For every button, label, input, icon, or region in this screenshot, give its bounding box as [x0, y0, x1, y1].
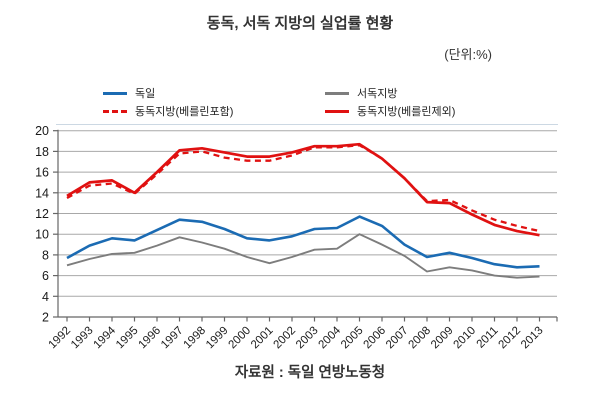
- legend-item-west: 서독지방: [325, 86, 397, 100]
- x-tick-label: 2007: [384, 325, 411, 352]
- x-tick-label: 1992: [47, 325, 74, 352]
- legend-label-west: 서독지방: [357, 88, 398, 100]
- x-tick-label: 2010: [452, 325, 479, 352]
- y-tick-label: 4: [42, 290, 49, 304]
- legend-item-east-excl-berlin: 동독지방(베를린제외): [325, 104, 455, 118]
- y-tick-label: 20: [35, 124, 49, 138]
- x-tick-label: 2013: [519, 325, 546, 352]
- legend-item-germany: 독일: [103, 86, 155, 100]
- x-tick-label: 2012: [497, 325, 524, 352]
- legend-line-west: [325, 91, 349, 95]
- legend-line-germany: [103, 91, 127, 95]
- x-tick-label: 1994: [92, 324, 119, 351]
- legend-item-east-incl-berlin: 동독지방(베를린포함): [103, 104, 233, 118]
- y-tick-label: 2: [42, 311, 49, 325]
- y-tick-label: 16: [35, 166, 49, 180]
- legend-label-germany: 독일: [135, 88, 156, 100]
- series-line-1: [66, 144, 540, 233]
- x-tick-label: 2008: [407, 325, 434, 352]
- legend-label-east-excl-berlin: 동독지방(베를린제외): [357, 106, 456, 118]
- x-tick-label: 1999: [204, 325, 231, 352]
- x-tick-label: 2005: [339, 325, 366, 352]
- y-tick-label: 14: [35, 186, 49, 200]
- x-tick-label: 2002: [272, 325, 299, 352]
- x-tick-label: 2009: [429, 325, 456, 352]
- source-label: 자료원 : 독일 연방노동청: [234, 365, 386, 381]
- x-tick-label: 2003: [294, 325, 321, 352]
- x-tick-label: 1995: [114, 325, 141, 352]
- y-tick-label: 10: [35, 228, 49, 242]
- chart-title: 동독, 서독 지방의 실업률 현황: [206, 15, 394, 32]
- x-tick-label: 2004: [317, 324, 344, 351]
- series-line-0: [66, 215, 540, 269]
- series-line-2: [66, 233, 540, 279]
- legend-line-east-incl-berlin: [103, 109, 127, 113]
- x-tick-label: 1997: [159, 325, 186, 352]
- series-line-3: [66, 142, 540, 237]
- legend-line-east-excl-berlin: [325, 109, 349, 113]
- legend-divider-line: [56, 124, 558, 125]
- legend-label-east-incl-berlin: 동독지방(베를린포함): [135, 106, 234, 118]
- y-tick-label: 12: [35, 207, 49, 221]
- x-tick-label: 1993: [69, 325, 96, 352]
- x-tick-label: 2001: [249, 325, 276, 352]
- x-tick-label: 1998: [182, 325, 209, 352]
- y-tick-label: 6: [42, 269, 49, 283]
- x-tick-label: 1996: [137, 325, 164, 352]
- x-tick-label: 2000: [227, 325, 254, 352]
- x-tick-label: 2006: [362, 325, 389, 352]
- y-tick-label: 18: [35, 145, 49, 159]
- x-tick-label: 2011: [475, 325, 501, 351]
- unit-label: (단위:%): [444, 47, 492, 62]
- y-tick-label: 8: [42, 248, 49, 262]
